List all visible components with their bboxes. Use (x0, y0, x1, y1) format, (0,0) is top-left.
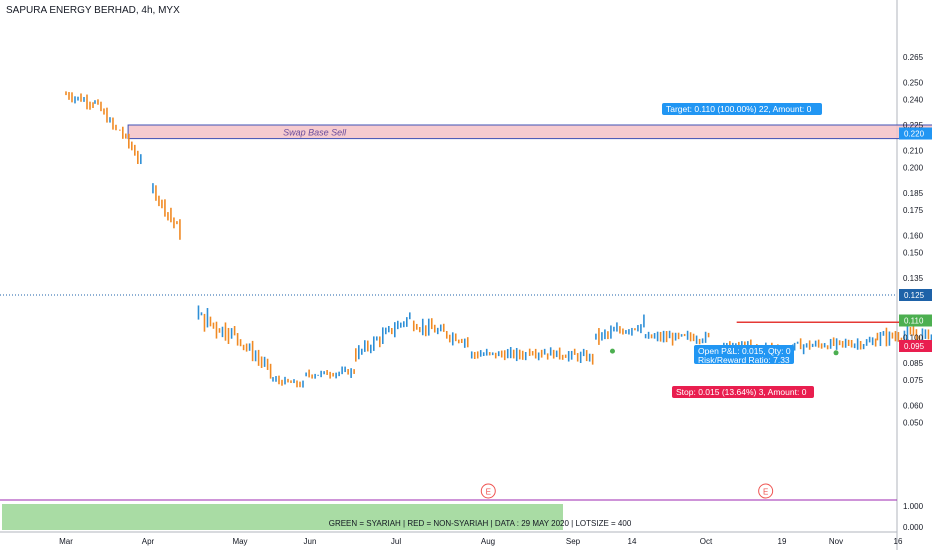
signal-dot-2 (833, 350, 839, 356)
swap-base-sell-zone (127, 124, 932, 140)
price-tag-label-entry: 0.110 (904, 317, 924, 326)
indicator-tick-1: 0.000 (903, 523, 924, 532)
y-tick-0: 0.265 (903, 53, 924, 62)
x-tick-6: Sep (566, 537, 581, 546)
earnings-marker-label-0: E (486, 488, 491, 497)
earnings-marker-1 (758, 483, 774, 499)
y-tick-12: 0.100 (903, 334, 924, 343)
y-tick-3: 0.225 (903, 121, 924, 130)
x-tick-4: Jul (391, 537, 401, 546)
price-tag-target (899, 127, 932, 140)
target-label-box (662, 103, 822, 115)
y-tick-14: 0.075 (903, 376, 924, 385)
footer-text: GREEN = SYARIAH | RED = NON-SYARIAH | DA… (329, 519, 632, 528)
y-tick-13: 0.085 (903, 359, 924, 368)
axis-layer: 0.265 0.250 0.240 0.225 0.210 0.200 0.185 0.175… (59, 53, 932, 546)
price-tag-label-last: 0.125 (904, 291, 925, 300)
price-tag-stop (899, 340, 932, 352)
pnl-label-text-1: Risk/Reward Ratio: 7.33 (698, 355, 790, 365)
earnings-marker-0 (480, 483, 496, 499)
price-bars-layer (65, 91, 932, 388)
x-tick-10: Nov (829, 537, 843, 546)
x-tick-7: 14 (628, 537, 637, 546)
target-label-text-0: Target: 0.110 (100.00%) 22, Amount: 0 (666, 104, 812, 114)
zones-layer (127, 124, 932, 140)
price-tag-label-target: 0.220 (904, 130, 925, 139)
earnings-marker-label-1: E (763, 488, 768, 497)
price-tag-last (899, 289, 932, 301)
y-tick-2: 0.240 (903, 96, 924, 105)
pnl-label-box (694, 345, 794, 364)
price-tag-entry (899, 314, 932, 327)
x-tick-5: Aug (481, 537, 495, 546)
swap-base-sell-label: Swap Base Sell (283, 127, 347, 137)
signal-dot-0 (609, 348, 615, 354)
indicator-pane: GREEN = SYARIAH | RED = NON-SYARIAH | DA… (2, 504, 632, 530)
x-tick-11: 16 (894, 537, 903, 546)
pnl-label-text-0: Open P&L: 0.015, Qty: 0 (698, 346, 791, 356)
y-tick-5: 0.200 (903, 164, 924, 173)
y-tick-4: 0.210 (903, 147, 924, 156)
x-tick-0: Mar (59, 537, 73, 546)
y-tick-10: 0.135 (903, 274, 924, 283)
x-tick-3: Jun (304, 537, 317, 546)
y-tick-16: 0.050 (903, 419, 924, 428)
chart-title: SAPURA ENERGY BERHAD, 4h, MYX (6, 5, 180, 16)
price-tag-label-stop: 0.095 (904, 342, 925, 351)
x-tick-1: Apr (142, 537, 155, 546)
x-tick-9: 19 (778, 537, 787, 546)
y-tick-15: 0.060 (903, 402, 924, 411)
y-tick-6: 0.185 (903, 189, 924, 198)
stop-label-text-0: Stop: 0.015 (13.64%) 3, Amount: 0 (676, 387, 807, 397)
y-tick-9: 0.150 (903, 249, 924, 258)
x-tick-8: Oct (700, 537, 713, 546)
annotations-layer: Swap Base SellHidden baseBullish EEEETar… (0, 103, 932, 499)
y-tick-7: 0.175 (903, 206, 924, 215)
footer-band (2, 504, 563, 530)
stop-label-box (672, 386, 814, 398)
x-tick-2: May (232, 537, 247, 546)
y-tick-8: 0.160 (903, 232, 924, 241)
y-tick-1: 0.250 (903, 79, 924, 88)
indicator-tick-0: 1.000 (903, 502, 924, 511)
